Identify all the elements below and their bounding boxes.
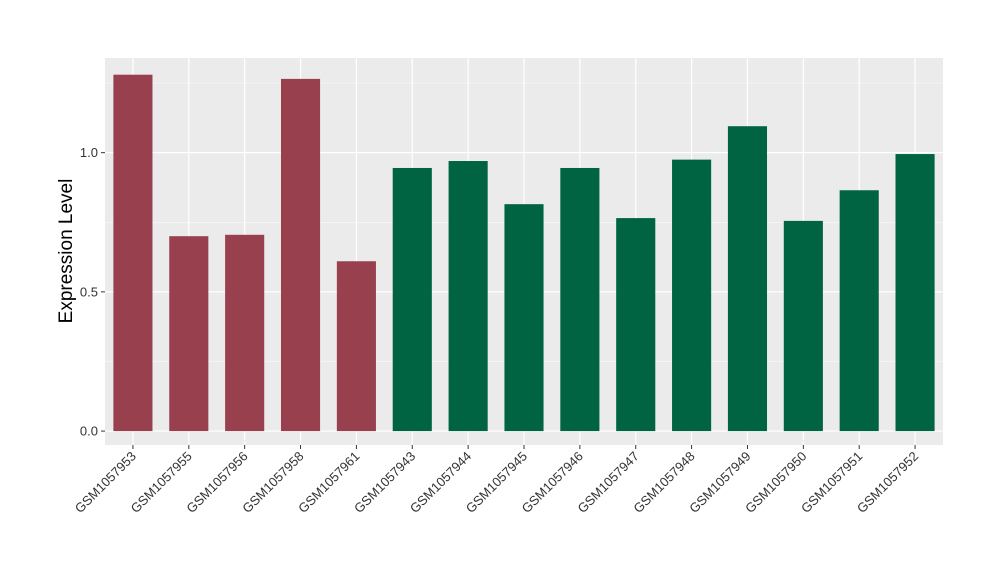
bar-GSM1057944: [448, 161, 488, 432]
bar-GSM1057951: [839, 190, 879, 432]
bars: [113, 74, 935, 432]
bar-GSM1057953: [113, 74, 153, 432]
x-axis: GSM1057953GSM1057955GSM1057956GSM1057958…: [72, 445, 921, 516]
y-axis: 0.0 0.5 1.0: [80, 145, 105, 439]
y-tick-label: 0.5: [80, 284, 98, 299]
bar-GSM1057947: [616, 218, 656, 432]
y-tick-label: 1.0: [80, 145, 98, 160]
bar-GSM1057956: [225, 234, 265, 432]
bar-GSM1057949: [727, 126, 768, 432]
bar-GSM1057950: [783, 220, 823, 432]
bar-GSM1057945: [504, 204, 544, 432]
bar-GSM1057958: [280, 78, 321, 432]
y-tick-label: 0.0: [80, 424, 98, 439]
bar-GSM1057961: [336, 261, 376, 432]
bar-GSM1057948: [672, 159, 712, 432]
bar-GSM1057955: [169, 236, 209, 432]
bar-GSM1057943: [392, 167, 432, 432]
y-axis-title: Expression Level: [56, 179, 77, 324]
bar-GSM1057946: [560, 167, 600, 432]
bar-GSM1057952: [895, 154, 935, 432]
